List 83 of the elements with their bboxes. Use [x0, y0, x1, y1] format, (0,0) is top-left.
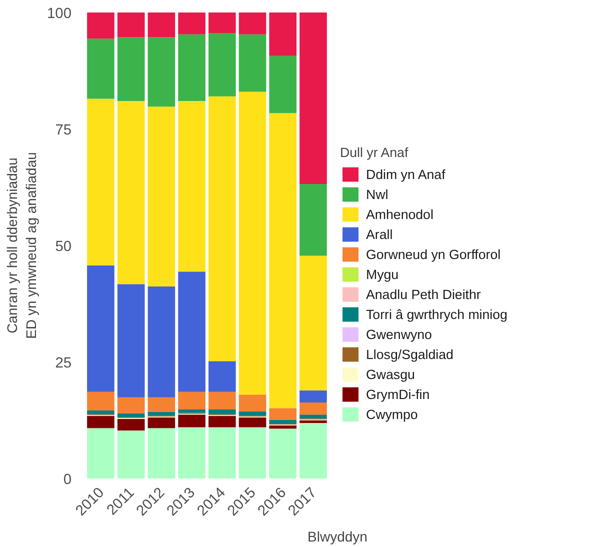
bar	[300, 420, 327, 424]
bar	[148, 417, 176, 428]
bar	[178, 410, 206, 413]
bar	[208, 416, 236, 428]
bar	[148, 12, 176, 38]
bar	[148, 37, 176, 107]
bar	[178, 12, 206, 34]
y-tick-label: 75	[55, 122, 72, 138]
legend-label: Nwl	[366, 186, 388, 202]
y-tick-label: 0	[63, 472, 72, 488]
y-tick-label: 100	[47, 6, 72, 22]
bar	[178, 392, 206, 410]
bar	[117, 284, 145, 398]
bar	[300, 256, 327, 390]
bar	[87, 38, 114, 99]
legend-label: Gwenwyno	[366, 326, 432, 342]
bar	[178, 427, 206, 478]
y-axis-title: Canran yr holl dderbyniadau ED yn ymwneud ag anafiadau	[4, 152, 40, 339]
bar	[300, 423, 327, 478]
bar	[238, 394, 266, 412]
bar	[148, 286, 176, 398]
bar	[117, 101, 145, 284]
legend-label: Amhenodol	[366, 206, 434, 222]
bar	[87, 98, 114, 266]
x-axis-title: Blwyddyn	[308, 528, 368, 544]
bar	[208, 361, 236, 392]
bar	[208, 392, 236, 410]
bar	[117, 397, 145, 414]
bar	[269, 408, 297, 420]
bar	[238, 417, 266, 428]
bar	[178, 101, 206, 272]
bar	[238, 92, 266, 395]
bar	[269, 428, 297, 478]
bar	[238, 12, 266, 34]
bar	[269, 12, 297, 56]
bar	[178, 272, 206, 392]
bar	[238, 411, 266, 416]
bar	[87, 416, 114, 428]
legend-title: Dull yr Anaf	[340, 145, 410, 160]
bar	[238, 427, 266, 478]
legend-label: Arall	[366, 226, 393, 242]
bar	[208, 410, 236, 414]
bar	[269, 420, 297, 424]
bar	[87, 410, 114, 414]
bar	[117, 12, 145, 38]
bar	[148, 428, 176, 478]
bar	[238, 34, 266, 92]
legend-label: Ddim yn Anaf	[366, 166, 446, 182]
bar	[87, 266, 114, 392]
bar	[148, 106, 176, 287]
bar	[178, 34, 206, 102]
bar	[178, 414, 206, 428]
y-tick-label: 25	[55, 356, 72, 372]
bar	[117, 413, 145, 417]
bar	[208, 33, 236, 96]
legend-label: Gorwneud yn Gorfforol	[366, 246, 501, 262]
legend-label: Anadlu Peth Dieithr	[366, 286, 481, 302]
legend-label: GrymDi-fin	[366, 386, 430, 402]
bar	[269, 113, 297, 408]
bar	[148, 412, 176, 416]
bar	[87, 12, 114, 39]
bar	[208, 427, 236, 478]
bar	[208, 12, 236, 34]
legend-label: Torri â gwrthrych miniog	[366, 306, 508, 322]
legend-label: Llosg/Sgaldiad	[366, 346, 454, 362]
bar	[300, 390, 327, 403]
legend-label: Mygu	[366, 266, 399, 282]
bar	[208, 96, 236, 362]
bar	[269, 425, 297, 429]
y-tick-label: 50	[55, 239, 72, 255]
bar	[117, 37, 145, 102]
bar	[87, 392, 114, 410]
bar	[148, 397, 176, 412]
bar	[300, 184, 327, 256]
legend-label: Cwympo	[366, 406, 418, 422]
bar	[117, 418, 145, 430]
legend-label: Gwasgu	[366, 366, 415, 382]
bar	[300, 12, 327, 184]
bar	[87, 428, 114, 478]
bar	[269, 56, 297, 114]
bar	[117, 430, 145, 478]
bar	[300, 402, 327, 415]
bar	[300, 414, 327, 418]
